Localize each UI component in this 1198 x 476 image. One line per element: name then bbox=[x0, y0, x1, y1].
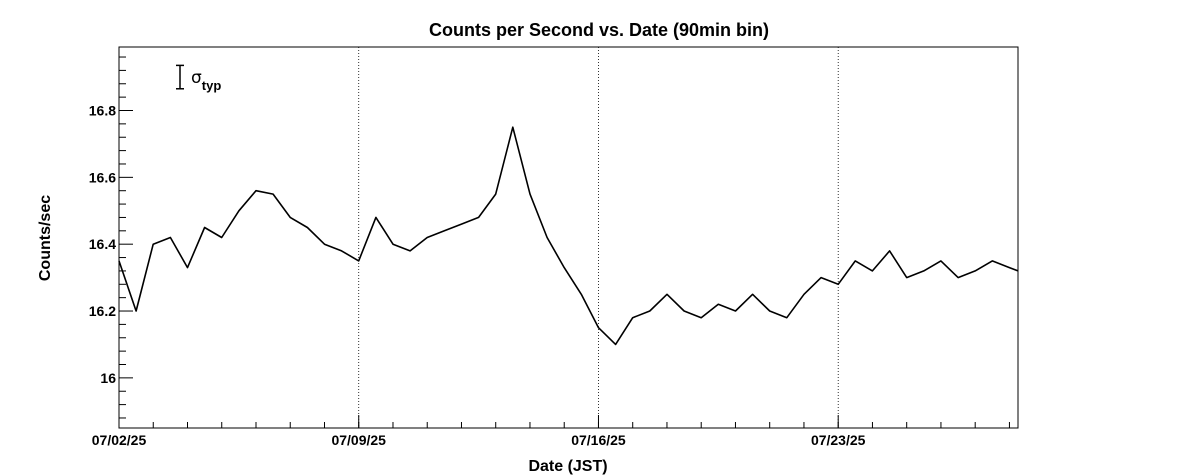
y-tick-label: 16.6 bbox=[89, 169, 116, 185]
y-tick-label: 16 bbox=[100, 370, 116, 386]
x-tick-label: 07/16/25 bbox=[571, 432, 626, 448]
y-tick-label: 16.8 bbox=[89, 103, 116, 119]
x-tick-label: 07/09/25 bbox=[331, 432, 386, 448]
axis-tick-labels: 07/02/25 07/09/25 07/16/25 07/23/25 16 16.2 16… bbox=[89, 103, 866, 449]
sigma-symbol: σ bbox=[191, 68, 202, 88]
x-axis-label: Date (JST) bbox=[528, 458, 607, 475]
y-tick-label: 16.4 bbox=[89, 236, 116, 252]
sigma-subscript: typ bbox=[202, 78, 222, 93]
y-tick-label: 16.2 bbox=[89, 303, 116, 319]
sigma-label: σtyp bbox=[191, 68, 221, 93]
y-axis-label: Counts/sec bbox=[37, 195, 54, 281]
plot-frame bbox=[118, 46, 1019, 429]
sigma-typ-annotation: σtyp bbox=[176, 64, 221, 93]
x-tick-label: 07/02/25 bbox=[92, 432, 147, 448]
grid-lines bbox=[118, 47, 839, 428]
series-line bbox=[118, 126, 1019, 346]
x-tick-label: 07/23/25 bbox=[811, 432, 866, 448]
axis-ticks bbox=[118, 56, 1010, 428]
chart-title: Counts per Second vs. Date (90min bin) bbox=[429, 20, 769, 40]
